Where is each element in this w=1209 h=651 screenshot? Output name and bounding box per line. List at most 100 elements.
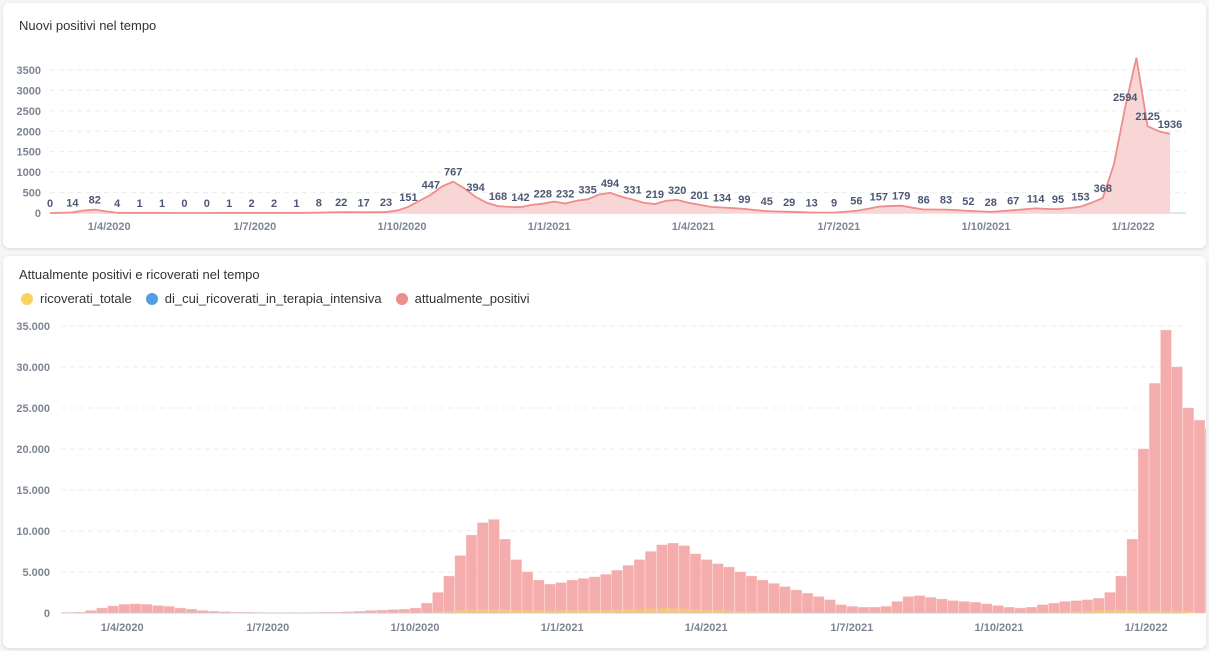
bar-attualmente-positivi [96,607,108,614]
x-tick-label: 1/10/2021 [962,221,1011,233]
data-label: 228 [534,189,552,201]
data-label: 1 [159,198,165,210]
x-tick-label: 1/4/2020 [88,221,131,233]
data-label: 23 [380,197,392,209]
data-label: 2 [271,198,277,210]
bar-attualmente-positivi [667,543,679,614]
legend-label: ricoverati_totale [40,291,132,306]
bar-ricoverati-totale [533,610,544,613]
data-label: 1 [137,198,143,210]
bar-ricoverati-totale [1160,610,1172,613]
bar-ricoverati-totale [455,610,466,613]
bar-attualmente-positivi [566,580,578,614]
bar-attualmente-positivi [925,597,937,614]
bar-ricoverati-totale [656,608,668,613]
bar-attualmente-positivi [1048,602,1060,614]
bar-attualmente-positivi [578,578,590,614]
bar-attualmente-positivi [499,539,511,614]
bar-attualmente-positivi [1160,329,1172,614]
data-label: 4 [114,198,121,210]
bar-ricoverati-totale [1183,610,1194,613]
bar-ricoverati-totale [667,608,679,613]
bar-attualmente-positivi [454,555,466,614]
y-tick-label: 25.000 [16,403,50,415]
bar-attualmente-positivi [992,605,1004,614]
bar-ricoverati-totale [746,611,757,613]
x-tick-label: 1/4/2020 [101,622,144,634]
bar-attualmente-positivi [712,563,724,614]
data-label: 1936 [1158,119,1182,131]
legend: ricoverati_totale di_cui_ricoverati_in_t… [21,291,530,306]
data-label: 447 [422,180,440,192]
legend-label: attualmente_positivi [414,291,530,306]
data-label: 201 [690,190,708,202]
x-tick-label: 1/7/2021 [817,221,860,233]
data-label: 8 [316,198,322,210]
bar-ricoverati-totale [488,609,500,613]
bar-attualmente-positivi [802,593,814,614]
bar-attualmente-positivi [488,519,500,614]
legend-item-terapia-intensiva[interactable]: di_cui_ricoverati_in_terapia_intensiva [145,291,382,306]
bar-attualmente-positivi [432,592,444,614]
data-label: 219 [646,189,664,201]
data-label: 52 [962,196,974,208]
data-label: 494 [601,178,620,190]
data-label: 331 [623,184,641,196]
bar-attualmente-positivi [858,607,870,614]
data-label: 0 [181,198,187,210]
bar-ricoverati-totale [1071,611,1082,613]
data-label: 232 [556,189,574,201]
bar-ricoverati-totale [679,608,690,613]
data-label: 82 [89,195,101,207]
x-tick-label: 1/1/2021 [541,622,584,634]
bar-ricoverati-totale [578,610,589,613]
data-label: 2 [249,198,255,210]
legend-item-attualmente-positivi[interactable]: attualmente_positivi [395,291,530,306]
data-label: 0 [204,198,210,210]
bar-ricoverati-totale [555,610,567,613]
y-tick-label: 0 [35,208,41,220]
data-label: 2594 [1113,92,1138,104]
bar-attualmente-positivi [701,559,713,614]
bar-attualmente-positivi [522,571,534,614]
bar-attualmente-positivi [1014,607,1026,614]
data-label: 320 [668,185,686,197]
x-tick-label: 1/1/2021 [528,221,571,233]
bar-attualmente-positivi [533,580,545,614]
bar-attualmente-positivi [421,602,433,614]
bar-ricoverati-totale [634,608,645,613]
data-label: 28 [985,197,997,209]
bar-attualmente-positivi [398,609,410,614]
legend-dot-icon [395,292,408,305]
bar-ricoverati-totale [1127,610,1138,613]
bar-ricoverati-totale [757,611,768,613]
bar-attualmente-positivi [174,607,186,614]
bar-attualmente-positivi [936,598,948,614]
bar-attualmente-positivi [1149,383,1161,614]
chart-title: Attualmente positivi e ricoverati nel te… [19,267,260,282]
chart-title: Nuovi positivi nel tempo [19,18,157,33]
data-label: 9 [831,198,837,210]
bar-attualmente-positivi [1137,448,1149,614]
x-tick-label: 1/7/2020 [233,221,276,233]
bar-ricoverati-totale [600,609,612,613]
bar-ricoverati-totale [1171,610,1183,613]
bar-attualmente-positivi [958,601,970,614]
bar-attualmente-positivi [600,574,612,614]
data-label: 14 [66,197,79,209]
bar-attualmente-positivi [645,551,657,614]
data-label: 86 [917,194,929,206]
x-tick-label: 1/4/2021 [672,221,715,233]
bar-attualmente-positivi [1070,600,1082,614]
bar-attualmente-positivi [746,575,758,614]
bar-attualmente-positivi [141,604,153,614]
bar-ricoverati-totale [623,609,634,613]
y-tick-label: 5.000 [22,567,50,579]
new-positives-card: Nuovi positivi nel tempo 0 500 1000 1500 200… [3,3,1206,248]
bar-attualmente-positivi [914,595,926,614]
data-label: 29 [783,197,795,209]
y-tick-label: 10.000 [16,526,50,538]
bar-attualmente-positivi [1037,604,1049,614]
legend-item-ricoverati-totale[interactable]: ricoverati_totale [21,291,132,306]
x-tick-label: 1/1/2022 [1112,221,1155,233]
